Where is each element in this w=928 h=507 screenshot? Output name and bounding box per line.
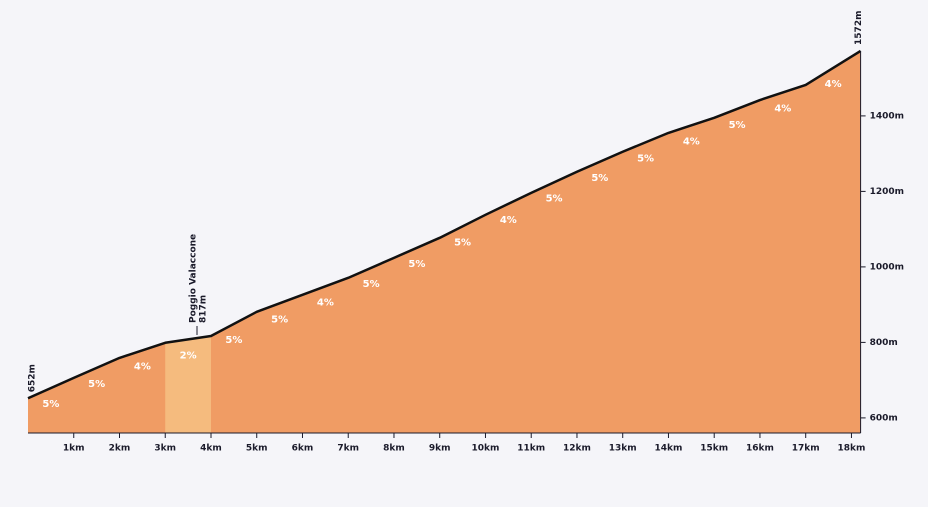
annotation-label: 817m: [198, 295, 208, 323]
y-tick-label: 1400m: [870, 111, 904, 121]
x-tick-label: 18km: [838, 444, 866, 454]
x-tick-label: 8km: [383, 444, 405, 454]
y-tick-label: 1200m: [870, 187, 904, 197]
grade-label: 4%: [825, 79, 842, 90]
annotation-label: 1572m: [854, 11, 864, 45]
x-tick-label: 12km: [563, 444, 591, 454]
x-tick-label: 17km: [792, 444, 820, 454]
x-tick-label: 10km: [472, 444, 500, 454]
grade-label: 5%: [408, 259, 425, 270]
x-tick-label: 1km: [63, 444, 85, 454]
x-tick-label: 4km: [200, 444, 222, 454]
grade-label: 5%: [363, 279, 380, 290]
annotation-label: 652m: [28, 364, 38, 392]
grade-label: 5%: [225, 335, 242, 346]
grade-label: 5%: [546, 193, 563, 204]
x-tick-label: 16km: [746, 444, 774, 454]
x-tick-label: 5km: [246, 444, 268, 454]
grade-label: 5%: [271, 314, 288, 325]
grade-label: 4%: [134, 361, 151, 372]
highlight-segment: [165, 335, 211, 433]
y-tick-label: 600m: [870, 413, 898, 423]
x-tick-label: 15km: [700, 444, 728, 454]
grade-label: 4%: [683, 136, 700, 147]
grade-label: 5%: [88, 379, 105, 390]
x-tick-label: 7km: [337, 444, 359, 454]
x-tick-label: 11km: [517, 444, 545, 454]
x-tick-label: 2km: [109, 444, 131, 454]
grade-label: 4%: [500, 215, 517, 226]
grade-label: 4%: [774, 103, 791, 114]
x-tick-label: 13km: [609, 444, 637, 454]
x-tick-label: 9km: [429, 444, 451, 454]
grade-label: 5%: [637, 153, 654, 164]
grade-label: 5%: [42, 399, 59, 410]
grade-label: 5%: [729, 120, 746, 131]
elevation-area: [28, 50, 861, 433]
grade-label: 2%: [180, 350, 197, 361]
grade-label: 5%: [454, 237, 471, 248]
x-tick-label: 6km: [292, 444, 314, 454]
elevation-line: [27, 49, 862, 400]
y-tick-label: 1000m: [870, 262, 904, 272]
y-tick-label: 800m: [870, 338, 898, 348]
grade-label: 4%: [317, 297, 334, 308]
annotation-name: Poggio Valaccone: [188, 234, 198, 323]
x-tick-label: 3km: [154, 444, 176, 454]
x-tick-label: 14km: [655, 444, 683, 454]
grade-label: 5%: [591, 173, 608, 184]
